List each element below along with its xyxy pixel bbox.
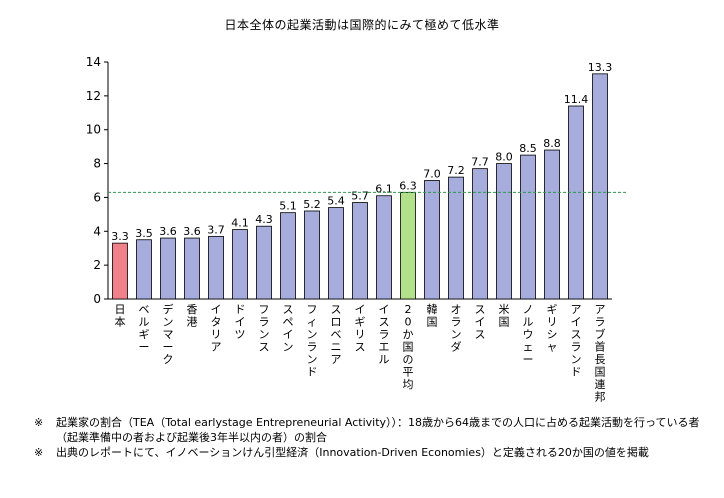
x-tick-label: イタリア xyxy=(211,303,222,354)
bar xyxy=(112,242,128,300)
data-label: 3.5 xyxy=(135,227,153,240)
data-label: 5.4 xyxy=(327,195,345,208)
x-tick-label: 2 0 か国の平均 xyxy=(403,303,414,391)
data-label: 8.0 xyxy=(495,151,513,164)
data-label: 7.2 xyxy=(447,164,465,177)
bar xyxy=(280,212,296,300)
bar xyxy=(448,176,464,300)
bar xyxy=(376,195,392,300)
data-label: 6.3 xyxy=(399,179,417,192)
data-label: 5.7 xyxy=(351,190,369,203)
y-tick-label: 14 xyxy=(86,55,101,69)
x-tick-label: フランス xyxy=(259,303,270,354)
y-tick-label: 4 xyxy=(93,224,101,238)
data-label: 4.3 xyxy=(255,213,273,226)
bar xyxy=(184,237,200,300)
bar xyxy=(256,225,272,300)
x-tick-label: ギリシャ xyxy=(547,303,558,354)
bar xyxy=(400,191,416,300)
x-tick-label: アイスランド xyxy=(571,303,582,379)
data-label: 11.4 xyxy=(564,93,589,106)
x-tick-label: イスラエル xyxy=(379,303,390,366)
data-label: 3.7 xyxy=(207,223,225,236)
x-tick-label: ベルギー xyxy=(139,303,150,354)
data-label: 3.6 xyxy=(183,225,201,238)
chart-labels: 3.3 日本 3.5 ベルギー 3.6 デンマーク 3.6 香港 3.7 イタリア 4.1 ドイツ 4.… xyxy=(108,61,626,404)
data-label: 13.3 xyxy=(588,61,613,74)
data-label: 7.7 xyxy=(471,156,489,169)
x-tick-label: ドイツ xyxy=(235,303,246,341)
x-tick-label: アラブ首長国連邦 xyxy=(595,303,606,404)
x-tick-label: 韓国 xyxy=(427,303,438,329)
data-label: 6.1 xyxy=(375,183,393,196)
footnote: ※ 出典のレポートにて、イノベーションけん引型経済（Innovation-Dri… xyxy=(34,445,714,460)
bar xyxy=(472,168,488,300)
bar xyxy=(544,149,560,300)
x-tick-label: デンマーク xyxy=(163,302,174,366)
x-tick-label: 香港 xyxy=(187,303,198,329)
bar xyxy=(208,235,224,300)
y-tick-label: 8 xyxy=(93,157,101,171)
x-tick-label: フィンランド xyxy=(307,303,318,379)
chart-bars xyxy=(112,73,608,300)
x-tick-label: オランダ xyxy=(451,303,462,354)
x-tick-label: スペイン xyxy=(283,303,294,354)
footnote-text: 出典のレポートにて、イノベーションけん引型経済（Innovation-Drive… xyxy=(56,446,649,459)
x-tick-label: 米国 xyxy=(499,303,510,329)
x-tick-label: スイス xyxy=(475,303,486,341)
y-tick-label: 2 xyxy=(93,258,101,272)
bar xyxy=(424,180,440,300)
bar xyxy=(568,105,584,300)
bar xyxy=(352,202,368,300)
bar xyxy=(520,154,536,300)
data-label: 3.3 xyxy=(111,230,129,243)
data-label: 8.5 xyxy=(519,142,537,155)
footnote-text: 起業家の割合（TEA（Total earlystage Entrepreneur… xyxy=(56,416,700,444)
bar xyxy=(496,163,512,300)
data-label: 5.1 xyxy=(279,200,297,213)
x-tick-label: ノルウェー xyxy=(523,303,534,366)
data-label: 8.8 xyxy=(543,137,561,150)
bar xyxy=(232,229,248,300)
y-tick-label: 12 xyxy=(86,89,101,103)
x-tick-label: スロベニア xyxy=(331,303,342,366)
data-label: 4.1 xyxy=(231,217,249,230)
y-tick-label: 6 xyxy=(93,190,101,204)
bar xyxy=(304,210,320,300)
bar xyxy=(160,237,176,300)
footnote-mark: ※ xyxy=(34,416,44,429)
x-tick-label: イギリス xyxy=(355,303,366,354)
footnote-mark: ※ xyxy=(34,446,44,459)
chart-title: 日本全体の起業活動は国際的にみて極めて低水準 xyxy=(224,18,500,32)
bar xyxy=(592,73,608,300)
data-label: 5.2 xyxy=(303,198,321,211)
footnotes: ※ 起業家の割合（TEA（Total earlystage Entreprene… xyxy=(34,415,714,460)
data-label: 3.6 xyxy=(159,225,177,238)
bar xyxy=(328,207,344,300)
x-tick-label: 日本 xyxy=(115,303,126,329)
footnote: ※ 起業家の割合（TEA（Total earlystage Entreprene… xyxy=(34,415,714,445)
data-label: 7.0 xyxy=(423,168,441,181)
y-tick-label: 10 xyxy=(86,123,101,137)
bar xyxy=(136,239,152,300)
y-tick-label: 0 xyxy=(93,292,101,306)
